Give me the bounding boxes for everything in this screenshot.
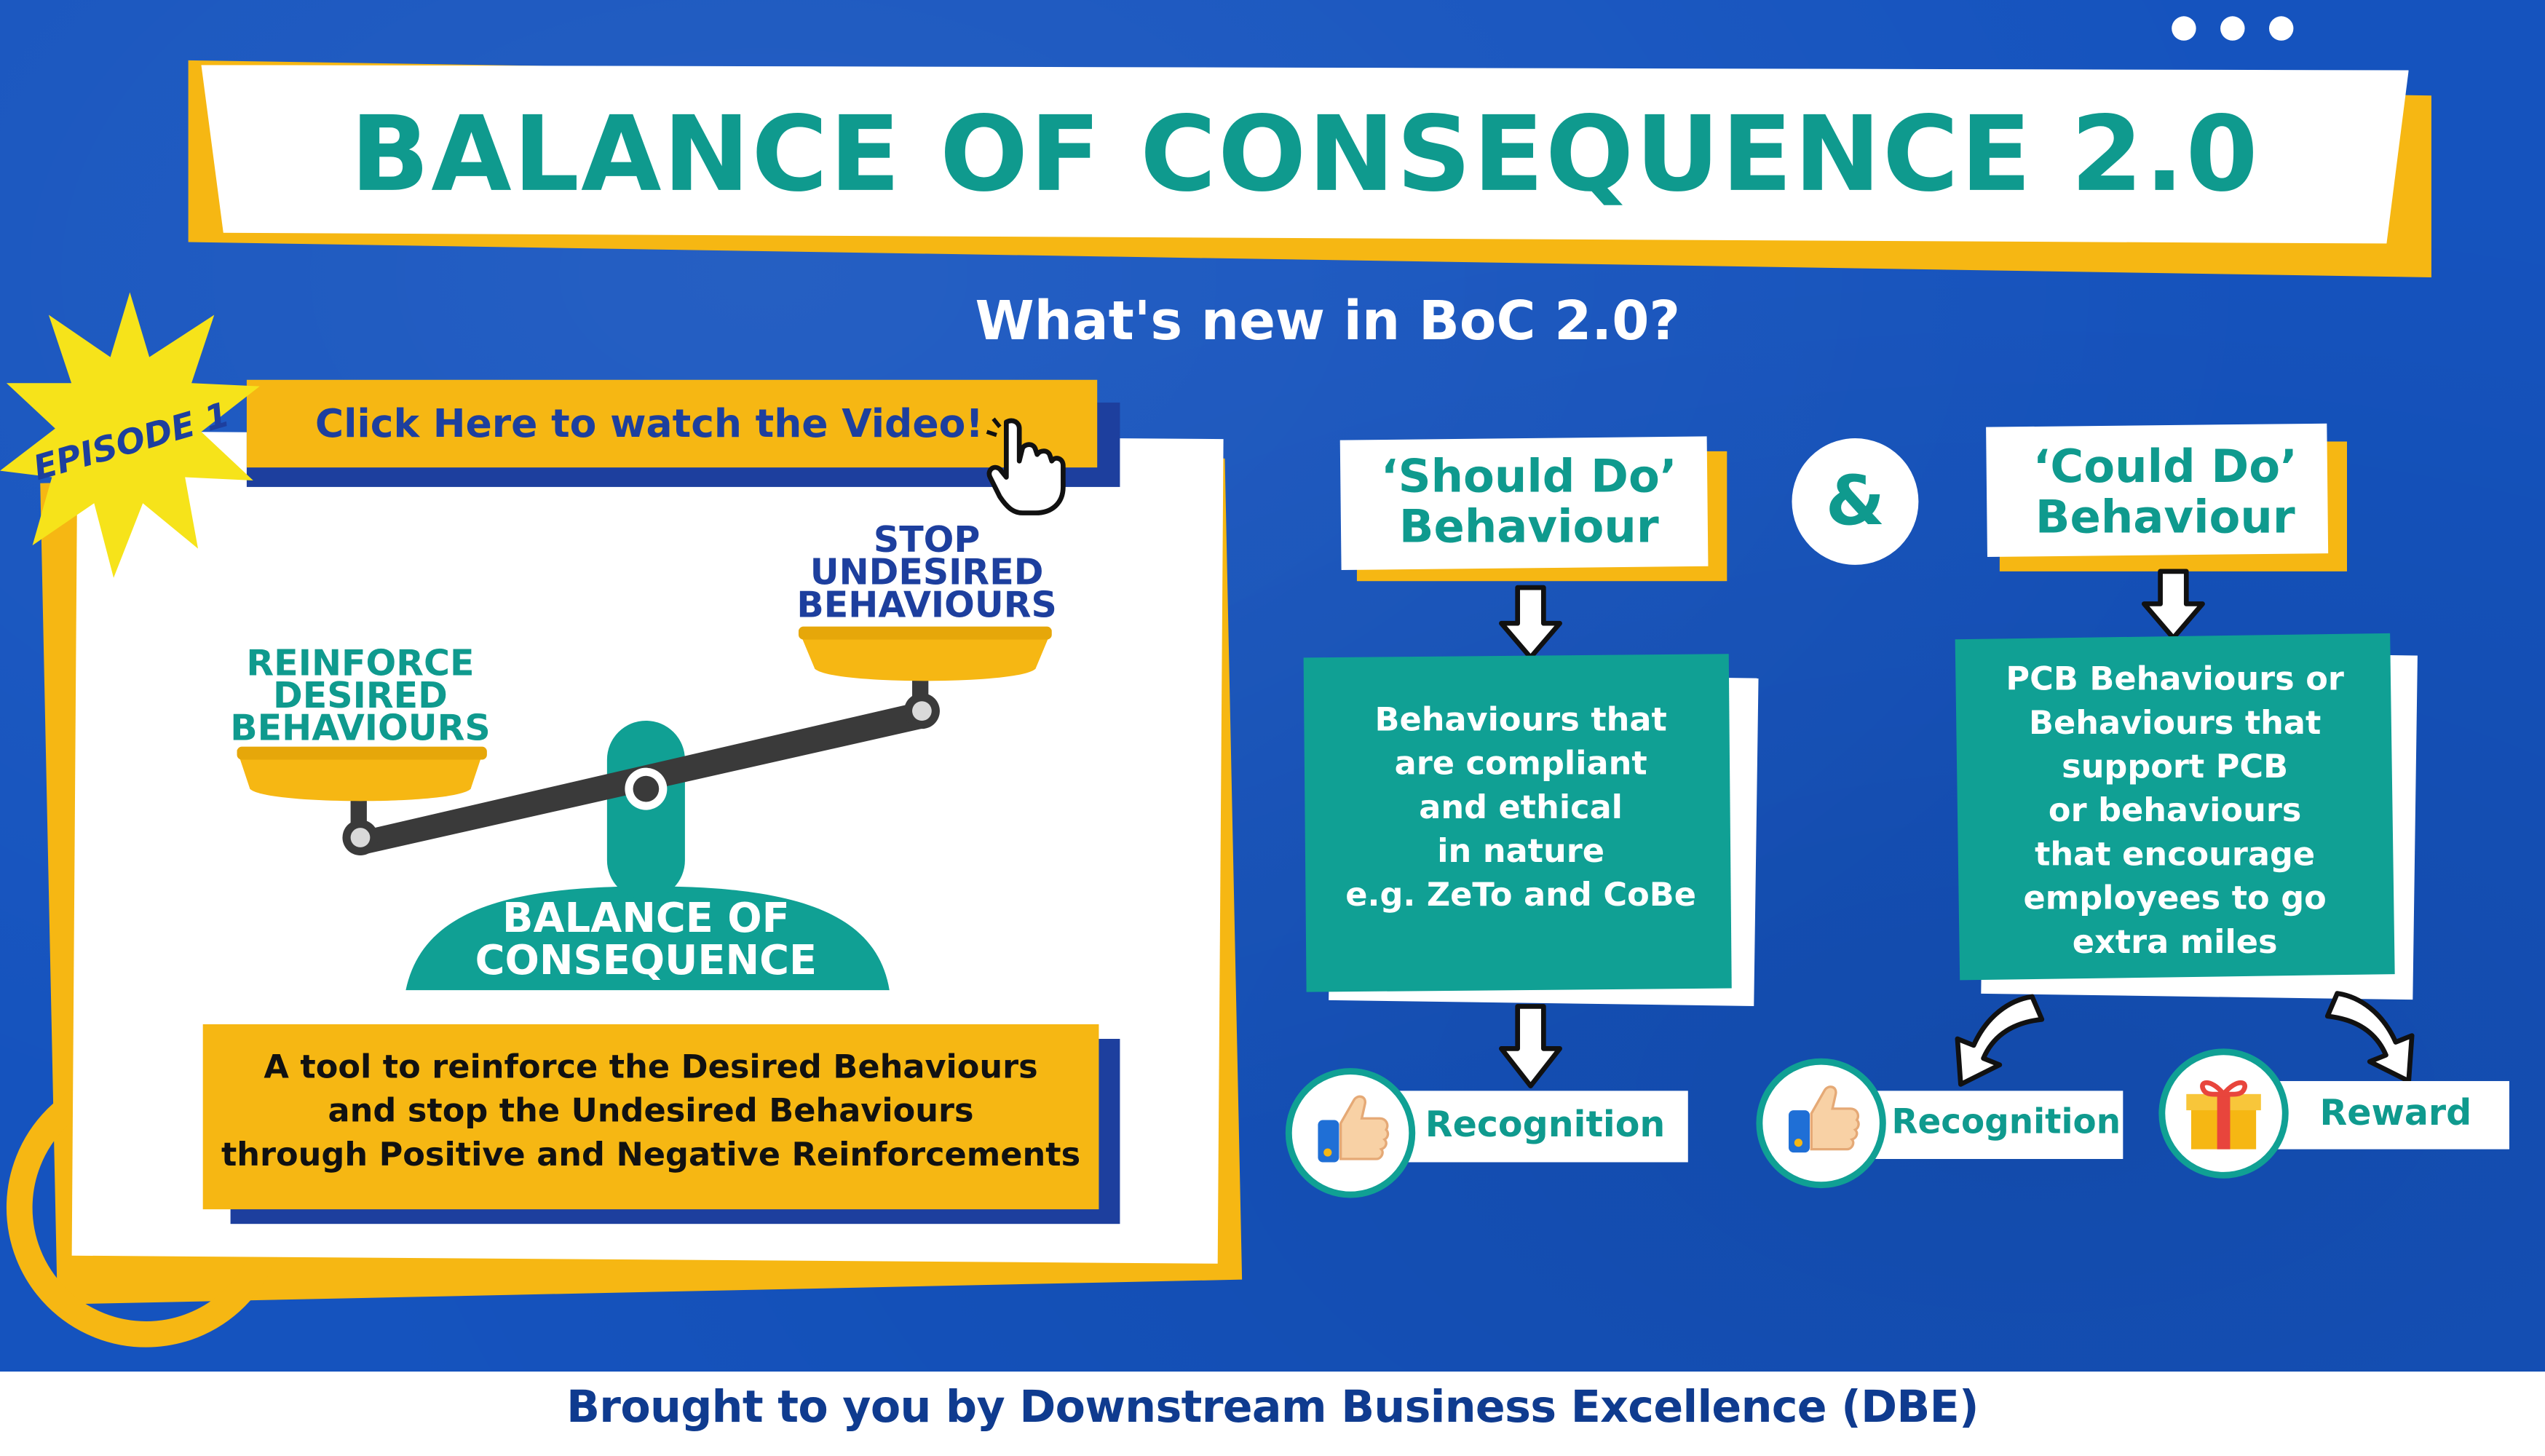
should-do-recognition-pill — [1363, 1091, 1688, 1163]
could-do-body-line: Behaviours that — [2029, 703, 2322, 742]
should-do-heading: ‘Should Do’ Behaviour — [1341, 451, 1717, 552]
could-do-body-line: support PCB — [2062, 746, 2289, 786]
should-do-body-line: in nature — [1437, 831, 1604, 871]
page-title: BALANCE OF CONSEQUENCE 2.0 — [350, 95, 2260, 216]
could-do-body: PCB Behaviours or Behaviours that suppor… — [1958, 657, 2393, 964]
video-link-label[interactable]: Click Here to watch the Video! — [314, 400, 983, 447]
scale-right-line: UNDESIRED — [810, 553, 1044, 595]
video-link-button[interactable] — [246, 379, 1098, 468]
scale-left-label: REINFORCE DESIRED BEHAVIOURS — [227, 644, 494, 751]
could-do-heading-line: ‘Could Do’ — [2033, 440, 2297, 494]
description-line: and stop the Undesired Behaviours — [328, 1091, 974, 1130]
scale-left-line: BEHAVIOURS — [230, 709, 491, 751]
could-do-heading-line: Behaviour — [2035, 490, 2295, 544]
should-do-heading-line: ‘Should Do’ — [1380, 449, 1677, 504]
thumbs-up-circle — [1285, 1068, 1416, 1198]
ampersand: & — [1825, 461, 1885, 541]
thumbs-up-circle — [1756, 1058, 1886, 1189]
menu-dot-icon[interactable] — [2268, 16, 2294, 41]
hand-pointer-icon[interactable] — [983, 416, 1074, 520]
footer-credit: Brought to you by Downstream Business Ex… — [566, 1382, 1979, 1433]
could-do-recognition-label: Recognition — [1891, 1101, 2121, 1142]
footer — [0, 1372, 2545, 1456]
could-do-heading: ‘Could Do’ Behaviour — [1984, 441, 2347, 542]
balance-scale-icon — [237, 626, 1052, 991]
should-do-body: Behaviours that are compliant and ethica… — [1308, 698, 1733, 917]
should-do-body-line: are compliant — [1394, 743, 1647, 783]
description-line: through Positive and Negative Reinforcem… — [221, 1134, 1081, 1174]
could-do-body-line: extra miles — [2072, 922, 2278, 961]
could-do-body-line: that encourage — [2035, 834, 2316, 874]
scale-right-label: STOP UNDESIRED BEHAVIOURS — [789, 521, 1065, 627]
should-do-body-line: Behaviours that — [1374, 700, 1667, 739]
thumbs-up-icon — [1318, 1095, 1390, 1163]
should-do-heading-line: Behaviour — [1398, 499, 1659, 554]
could-do-body-line: or behaviours — [2048, 790, 2302, 830]
curved-arrow-left-icon — [1955, 994, 2045, 1087]
gift-circle — [2158, 1048, 2289, 1179]
could-do-body-line: employees to go — [2023, 878, 2327, 917]
could-do-reward-label: Reward — [2319, 1093, 2472, 1135]
title-banner — [201, 65, 2409, 244]
scale-base-line: CONSEQUENCE — [475, 936, 818, 984]
ampersand-circle — [1792, 438, 1919, 565]
curved-arrow-right-icon — [2324, 991, 2415, 1084]
arrow-down-icon — [1499, 1004, 1562, 1089]
should-do-recognition-label: Recognition — [1425, 1105, 1666, 1147]
description-line: A tool to reinforce the Desired Behaviou… — [264, 1047, 1038, 1086]
menu-dots-icon[interactable] — [2172, 16, 2196, 41]
should-do-body-line: e.g. ZeTo and CoBe — [1345, 874, 1696, 914]
should-do-body-line: and ethical — [1419, 787, 1623, 826]
description-box — [202, 1024, 1099, 1210]
episode-starburst-icon — [0, 292, 260, 578]
page-subtitle: What's new in BoC 2.0? — [975, 288, 1681, 352]
arrow-down-icon — [2141, 569, 2205, 641]
scale-left-line: DESIRED — [273, 676, 448, 718]
thumbs-up-icon — [1789, 1085, 1860, 1153]
arrow-down-icon — [1499, 585, 1562, 660]
scale-right-line: BEHAVIOURS — [796, 585, 1057, 627]
scale-base-label: BALANCE OF CONSEQUENCE — [438, 894, 854, 984]
scale-right-line: STOP — [873, 521, 981, 562]
gift-icon — [2186, 1080, 2261, 1150]
scale-left-line: REINFORCE — [246, 644, 475, 685]
description-text: A tool to reinforce the Desired Behaviou… — [203, 1045, 1099, 1192]
menu-dot-icon[interactable] — [2220, 16, 2245, 41]
could-do-body-line: PCB Behaviours or — [2006, 659, 2344, 698]
scale-base-line: BALANCE OF — [502, 894, 790, 942]
